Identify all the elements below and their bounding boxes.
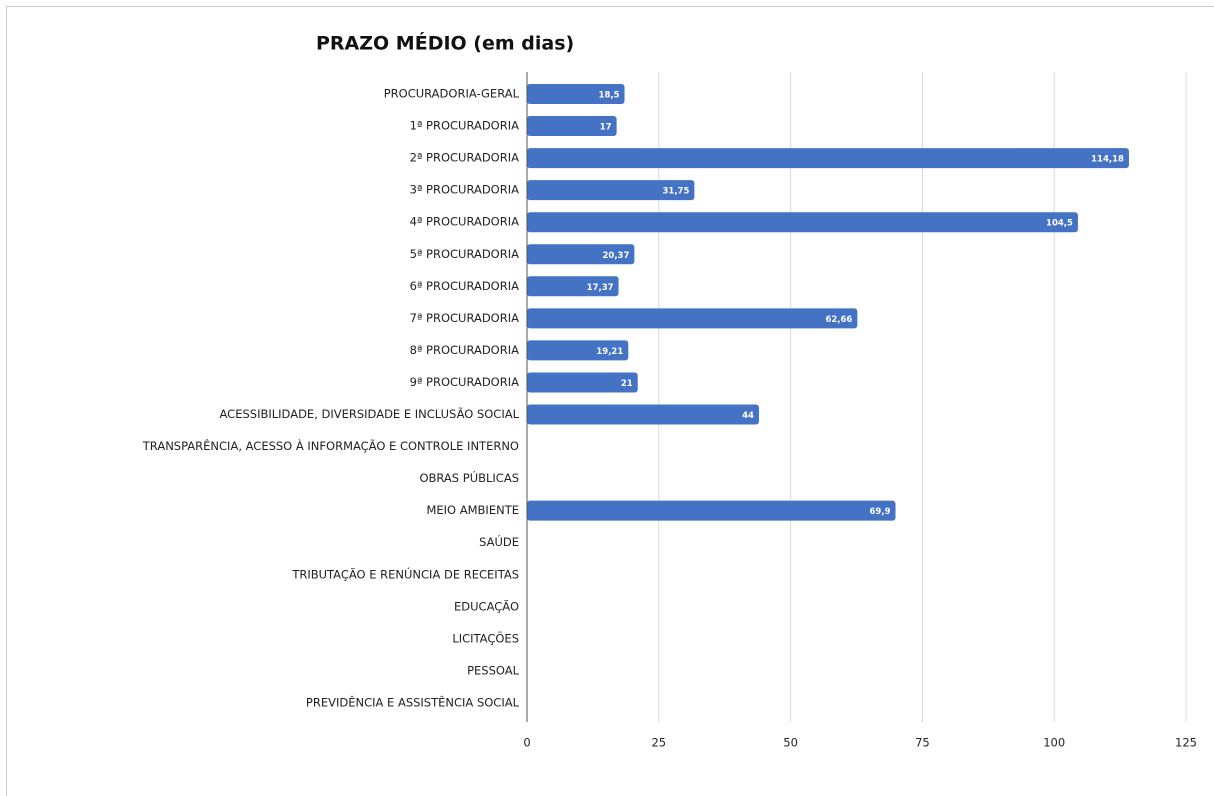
y-tick-label: PESSOAL xyxy=(467,663,520,677)
y-tick-label: 1ª PROCURADORIA xyxy=(410,119,519,133)
x-tick-label: 50 xyxy=(783,736,798,750)
x-tick-label: 75 xyxy=(915,736,930,750)
y-tick-label: SAÚDE xyxy=(479,534,519,549)
y-tick-label: PROCURADORIA-GERAL xyxy=(384,87,520,101)
value-label: 31,75 xyxy=(662,187,689,197)
value-label: 19,21 xyxy=(596,347,623,357)
y-tick-label: 5ª PROCURADORIA xyxy=(410,247,519,261)
chart-title: PRAZO MÉDIO (em dias) xyxy=(316,32,574,55)
y-tick-label: TRIBUTAÇÃO E RENÚNCIA DE RECEITAS xyxy=(291,566,519,581)
y-tick-label: PREVIDÊNCIA E ASSISTÊNCIA SOCIAL xyxy=(306,694,520,709)
y-tick-label: 4ª PROCURADORIA xyxy=(410,215,519,229)
y-tick-label: LICITAÇÕES xyxy=(452,630,519,645)
y-tick-label: 6ª PROCURADORIA xyxy=(410,279,519,293)
x-tick-label: 100 xyxy=(1043,736,1065,750)
value-label: 62,66 xyxy=(825,315,852,325)
y-tick-label: EDUCAÇÃO xyxy=(454,598,519,613)
bar xyxy=(527,404,759,425)
value-label: 104,5 xyxy=(1046,219,1073,229)
x-tick-label: 25 xyxy=(651,736,666,750)
y-tick-label: OBRAS PÚBLICAS xyxy=(419,470,519,485)
y-tick-label: 8ª PROCURADORIA xyxy=(410,343,519,357)
value-label: 44 xyxy=(742,411,754,421)
value-label: 20,37 xyxy=(603,251,630,261)
bar xyxy=(527,84,625,104)
y-tick-label: 9ª PROCURADORIA xyxy=(410,375,519,389)
bar xyxy=(527,308,858,329)
y-tick-label: MEIO AMBIENTE xyxy=(426,503,519,517)
bar xyxy=(527,500,896,521)
value-label: 17 xyxy=(600,123,612,133)
bar xyxy=(527,148,1129,169)
y-tick-label: ACESSIBILIDADE, DIVERSIDADE E INCLUSÃO S… xyxy=(220,406,520,421)
y-tick-label: 2ª PROCURADORIA xyxy=(410,151,519,165)
value-label: 18,5 xyxy=(599,91,620,101)
bar xyxy=(527,180,695,201)
bar xyxy=(527,372,638,393)
bar xyxy=(527,212,1078,233)
value-label: 69,9 xyxy=(870,507,891,517)
bar xyxy=(527,340,629,361)
x-tick-label: 125 xyxy=(1175,736,1197,750)
bar xyxy=(527,244,635,265)
value-label: 21 xyxy=(621,379,633,389)
bar xyxy=(527,116,617,137)
bar xyxy=(527,276,619,297)
y-tick-label: 7ª PROCURADORIA xyxy=(410,311,519,325)
frame xyxy=(6,6,1214,796)
value-label: 114,18 xyxy=(1091,155,1124,165)
y-tick-label: 3ª PROCURADORIA xyxy=(410,183,519,197)
y-tick-label: TRANSPARÊNCIA, ACESSO À INFORMAÇÃO E CON… xyxy=(142,438,519,453)
value-label: 17,37 xyxy=(587,283,614,293)
x-tick-label: 0 xyxy=(523,736,530,750)
